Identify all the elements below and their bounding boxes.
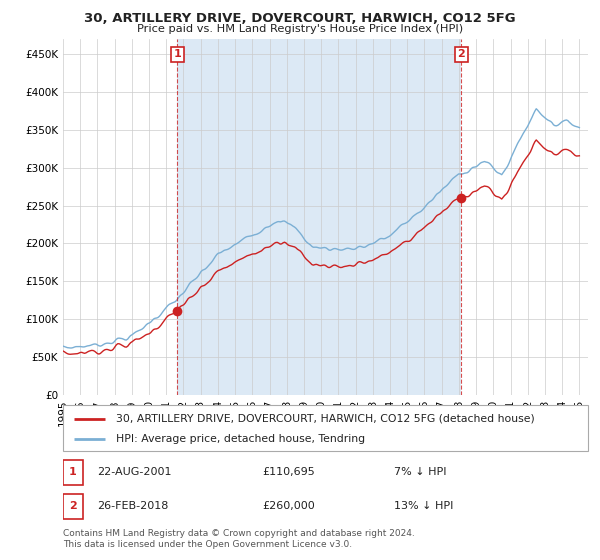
Text: 1: 1: [173, 49, 181, 59]
Text: 13% ↓ HPI: 13% ↓ HPI: [394, 501, 453, 511]
FancyBboxPatch shape: [63, 460, 83, 485]
FancyBboxPatch shape: [63, 405, 588, 451]
Text: £260,000: £260,000: [263, 501, 315, 511]
Text: 30, ARTILLERY DRIVE, DOVERCOURT, HARWICH, CO12 5FG: 30, ARTILLERY DRIVE, DOVERCOURT, HARWICH…: [84, 12, 516, 25]
Text: 22-AUG-2001: 22-AUG-2001: [97, 468, 172, 477]
Text: £110,695: £110,695: [263, 468, 315, 477]
Text: 30, ARTILLERY DRIVE, DOVERCOURT, HARWICH, CO12 5FG (detached house): 30, ARTILLERY DRIVE, DOVERCOURT, HARWICH…: [115, 414, 534, 424]
Bar: [177, 39, 461, 395]
Text: 1: 1: [69, 468, 77, 477]
Text: 26-FEB-2018: 26-FEB-2018: [97, 501, 169, 511]
Text: Contains HM Land Registry data © Crown copyright and database right 2024.
This d: Contains HM Land Registry data © Crown c…: [63, 529, 415, 549]
Text: HPI: Average price, detached house, Tendring: HPI: Average price, detached house, Tend…: [115, 435, 365, 444]
FancyBboxPatch shape: [63, 493, 83, 519]
Text: Price paid vs. HM Land Registry's House Price Index (HPI): Price paid vs. HM Land Registry's House …: [137, 24, 463, 34]
Text: 2: 2: [458, 49, 466, 59]
Text: 2: 2: [69, 501, 77, 511]
Text: 7% ↓ HPI: 7% ↓ HPI: [394, 468, 446, 477]
